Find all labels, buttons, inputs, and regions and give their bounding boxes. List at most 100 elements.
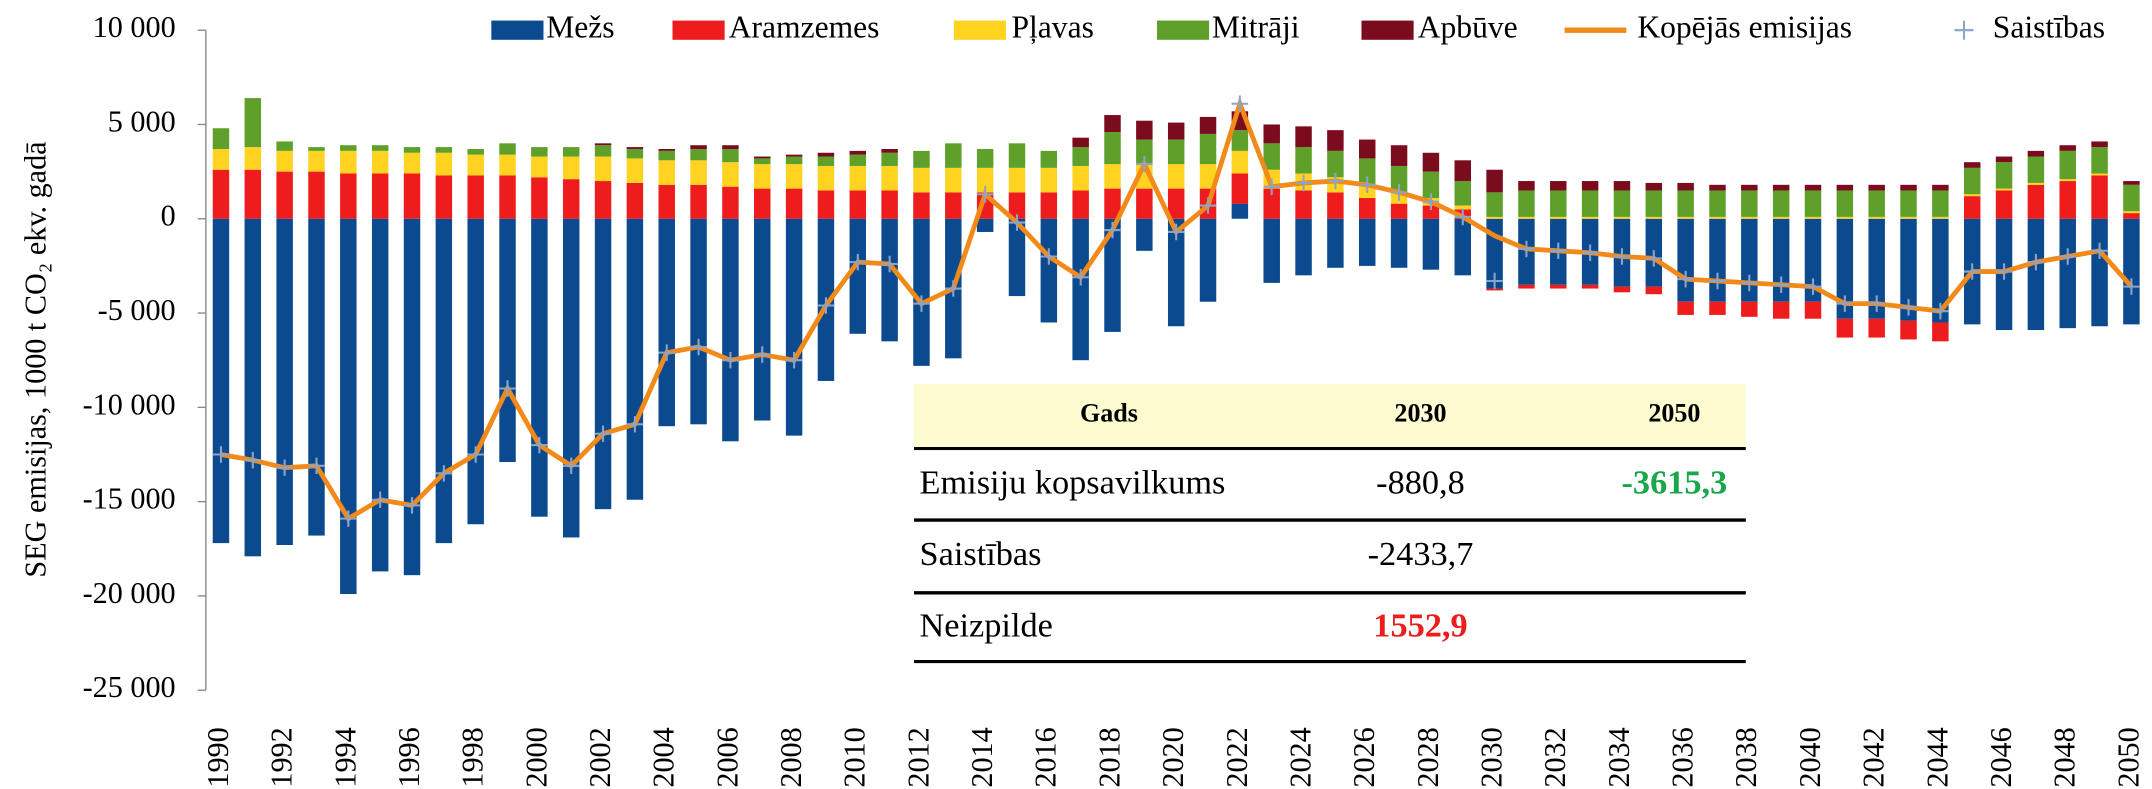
bar-segment bbox=[1932, 216, 1949, 219]
marker bbox=[1900, 299, 1917, 316]
bar-segment bbox=[1040, 218, 1058, 323]
bar-segment bbox=[881, 148, 898, 153]
bar-segment bbox=[754, 164, 771, 189]
bar-segment bbox=[913, 167, 930, 193]
bar-segment bbox=[1136, 188, 1153, 219]
marker bbox=[881, 255, 898, 273]
bar-segment bbox=[2027, 156, 2045, 183]
bar-segment bbox=[722, 162, 739, 187]
bar-segment bbox=[881, 152, 898, 166]
bar-segment bbox=[2059, 145, 2076, 151]
bar-segment bbox=[1072, 190, 1089, 219]
bar-segment bbox=[881, 218, 898, 342]
marker bbox=[1550, 242, 1567, 260]
bar-segment bbox=[1836, 184, 1854, 191]
bar-segment bbox=[1327, 218, 1344, 268]
bar-segment bbox=[594, 156, 612, 182]
x-tick-label: 2004 bbox=[647, 727, 681, 787]
bar-segment bbox=[340, 150, 357, 174]
marker bbox=[340, 510, 357, 527]
bar-segment bbox=[1741, 216, 1758, 219]
bar-segment bbox=[1804, 218, 1822, 302]
bar-segment bbox=[1040, 192, 1058, 219]
y-tick-label: 10 000 bbox=[93, 10, 176, 44]
table-header: 2050 bbox=[1648, 399, 1700, 428]
marker bbox=[1072, 268, 1089, 286]
marker bbox=[785, 351, 803, 369]
legend-label: Mežs bbox=[546, 9, 614, 44]
bar-segment bbox=[403, 218, 421, 576]
bar-segment bbox=[340, 173, 357, 219]
bar-segment bbox=[913, 218, 930, 366]
bar-segment bbox=[562, 218, 580, 538]
bar-segment bbox=[1454, 160, 1471, 182]
marker bbox=[1645, 250, 1663, 267]
bar-segment bbox=[244, 98, 262, 148]
bar-segment bbox=[1645, 182, 1663, 191]
table-cell: -880,8 bbox=[1376, 464, 1465, 502]
bar-segment bbox=[1613, 190, 1631, 217]
marker bbox=[1454, 208, 1471, 226]
marker bbox=[2059, 248, 2076, 265]
plot-area: -25 000 -20 000 -15 000 -10 000 -5 000 0 5 000… bbox=[83, 10, 2146, 788]
bar-segment bbox=[1868, 218, 1885, 319]
bar-segment bbox=[658, 148, 675, 151]
marker bbox=[1772, 276, 1790, 293]
bar-segment bbox=[658, 150, 675, 161]
bar-segment bbox=[945, 192, 962, 219]
bar-segment bbox=[1613, 181, 1631, 191]
marker bbox=[562, 457, 580, 475]
bar-segment bbox=[403, 147, 421, 153]
bar-segment bbox=[212, 218, 230, 544]
marker bbox=[594, 425, 612, 442]
bar-segment bbox=[1167, 218, 1185, 327]
bar-segment bbox=[1932, 190, 1949, 217]
bar-segment bbox=[1804, 190, 1822, 217]
bar-segment bbox=[562, 147, 580, 157]
bar-segment bbox=[1486, 192, 1503, 217]
x-tick-label: 2034 bbox=[1602, 727, 1636, 787]
bar-segment bbox=[1199, 218, 1217, 302]
bar-segment bbox=[1550, 190, 1567, 217]
bar-segment bbox=[849, 150, 867, 155]
bar-segment bbox=[626, 182, 644, 219]
bar-segment bbox=[1199, 164, 1217, 189]
bar-segment bbox=[945, 167, 962, 193]
bar-segment bbox=[1995, 156, 2013, 163]
bar-segment bbox=[690, 184, 707, 219]
x-tick-label: 2030 bbox=[1475, 727, 1509, 787]
marker bbox=[1932, 302, 1949, 320]
x-tick-label: 2006 bbox=[710, 727, 744, 787]
bar-segment bbox=[976, 167, 994, 193]
marker bbox=[1677, 270, 1694, 288]
bar-segment bbox=[849, 154, 867, 166]
bar-segment bbox=[435, 175, 453, 219]
bar-segment bbox=[403, 152, 421, 174]
bar-segment bbox=[1358, 139, 1376, 159]
bar-segment bbox=[1295, 126, 1312, 148]
bar-segment bbox=[499, 154, 516, 176]
y-tick-label: 0 bbox=[161, 199, 176, 233]
bar-segment bbox=[785, 156, 803, 165]
bar-segment bbox=[1008, 218, 1026, 297]
bar-segment bbox=[1263, 188, 1280, 219]
bar-segment bbox=[2123, 213, 2140, 219]
table-cell: Saistības bbox=[920, 535, 1042, 573]
bar-segment bbox=[1741, 184, 1758, 191]
bar-segment bbox=[1645, 190, 1663, 217]
bar-segment bbox=[1677, 216, 1694, 219]
bar-segment bbox=[785, 154, 803, 157]
bar-segment bbox=[1390, 165, 1408, 193]
bar-segment bbox=[2123, 211, 2140, 214]
bar-segment bbox=[1932, 184, 1949, 191]
bar-segment bbox=[1422, 218, 1440, 270]
bar-segment bbox=[1677, 218, 1694, 302]
bar-segment bbox=[499, 143, 516, 155]
bar-segment bbox=[1104, 164, 1121, 189]
y-tick-label: -20 000 bbox=[83, 576, 176, 610]
bar-segment bbox=[849, 190, 867, 219]
bar-segment bbox=[1231, 173, 1249, 204]
legend-swatch bbox=[1954, 20, 1974, 40]
marker bbox=[1836, 295, 1854, 312]
